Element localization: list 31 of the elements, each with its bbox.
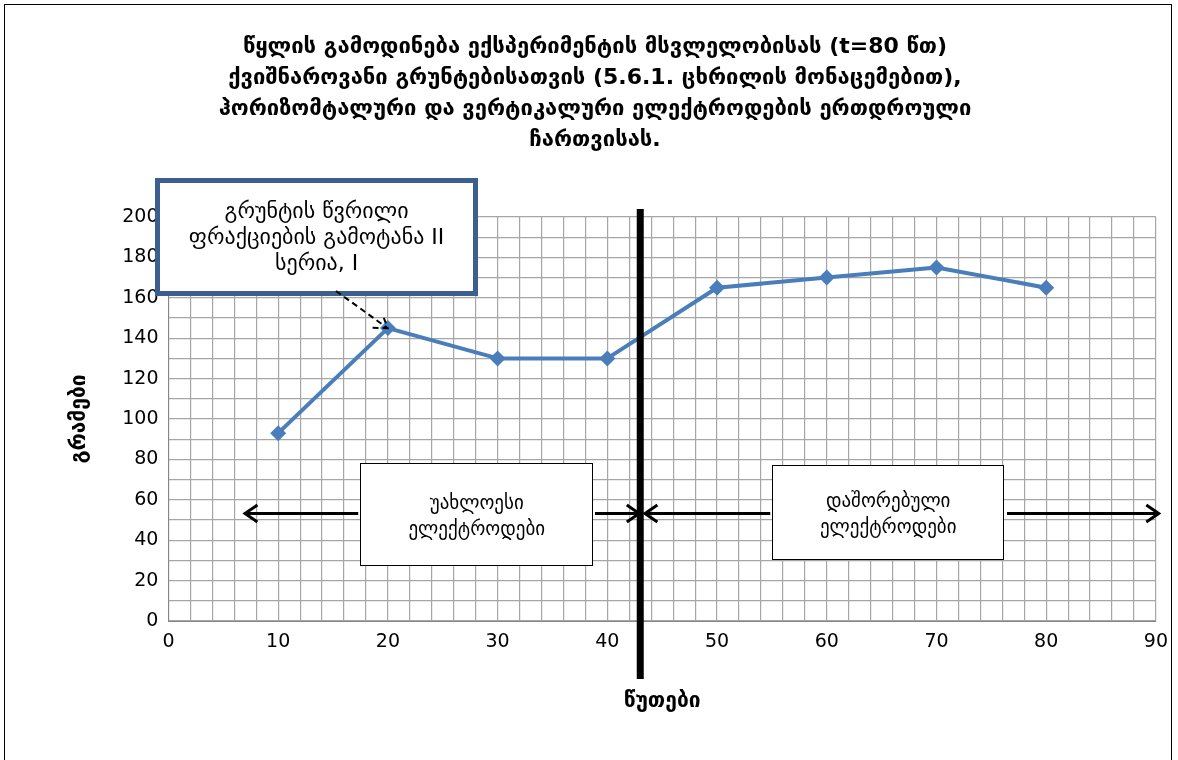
x-tick-label: 60	[814, 629, 839, 652]
point	[818, 269, 835, 286]
x-tick-label: 30	[485, 629, 510, 652]
y-tick-label: 80	[134, 446, 159, 469]
x-tick-label: 10	[266, 629, 291, 652]
annotation: დაშორებული ელექტროდები	[818, 487, 958, 540]
chart-title: წყლის გამოდინება ექსპერიმენტის მსვლელობისას (t=80 წთ) ქვიშნაროვანი გრუნტებისათვის (5.6.1. ცხრილის მონაცემებით), ჰორიზომტალური და ვერტიკალური ელექტროდების ერთდროული ჩართვისას.	[217, 32, 973, 153]
x-tick-label: 40	[595, 629, 620, 652]
y-tick-label: 140	[122, 325, 159, 348]
point	[489, 350, 506, 367]
point	[270, 425, 287, 442]
annotation: გრუნტის წვრილი ფრაქციების გამოტანა II სერია, I	[187, 197, 446, 277]
x-tick-label: 80	[1034, 629, 1059, 652]
y-axis-title: გრამები	[66, 374, 91, 464]
y-tick-label: 60	[134, 486, 159, 509]
y-tick-label: 20	[134, 567, 159, 590]
x-tick-label: 70	[924, 629, 949, 652]
point	[599, 350, 616, 367]
y-tick-label: 100	[122, 405, 159, 428]
point	[928, 259, 945, 276]
x-tick-label: 90	[1143, 629, 1169, 652]
annotation: უახლოესი ელექტროდები	[407, 489, 547, 542]
x-tick-label: 0	[162, 629, 175, 652]
y-tick-label: 120	[122, 365, 159, 388]
x-axis-title: წუთები	[623, 687, 701, 712]
y-tick-label: 40	[134, 527, 159, 550]
y-tick-label: 0	[146, 607, 159, 630]
point	[1038, 279, 1055, 296]
x-tick-label: 20	[375, 629, 400, 652]
point	[709, 279, 726, 296]
x-tick-label: 50	[704, 629, 730, 652]
